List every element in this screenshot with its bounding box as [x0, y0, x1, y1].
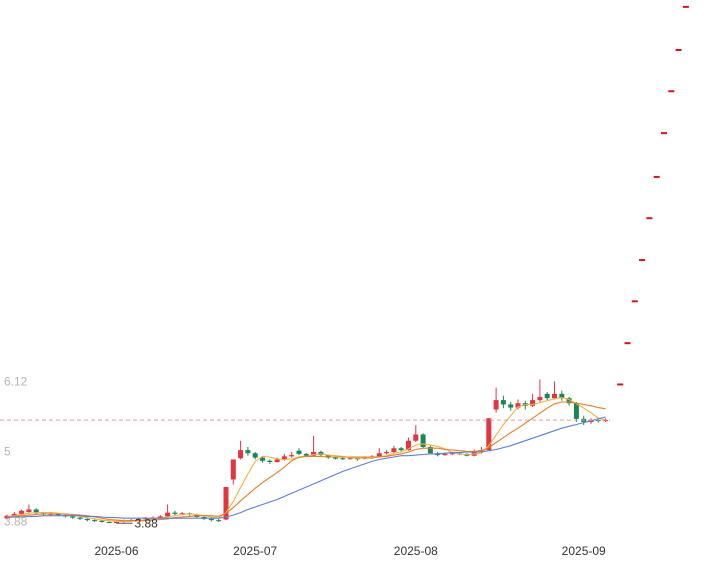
- candle-body: [11, 513, 17, 516]
- candle-body: [99, 520, 105, 522]
- candle-body: [515, 403, 521, 408]
- candle-body: [260, 457, 265, 461]
- y-tick-label: 6.12: [4, 374, 28, 388]
- candle-body: [252, 453, 258, 458]
- candle-body: [413, 434, 419, 441]
- candle-body: [238, 450, 244, 459]
- candle-body: [449, 453, 455, 455]
- candle-body: [559, 393, 565, 399]
- candle-body: [157, 516, 163, 518]
- candle-body: [106, 521, 112, 523]
- candle-body: [486, 418, 492, 451]
- candle-body: [303, 453, 309, 456]
- candle-body: [530, 400, 536, 406]
- candle-body: [427, 446, 433, 454]
- candle-body: [267, 460, 273, 462]
- candle-body: [70, 516, 76, 518]
- candle-body: [281, 456, 287, 460]
- candle-body: [289, 455, 295, 457]
- candle-body: [208, 518, 214, 521]
- candle-body: [223, 486, 229, 520]
- candle-body: [442, 453, 448, 456]
- candle-body: [398, 448, 404, 451]
- candle-body: [114, 521, 119, 523]
- candle-body: [84, 518, 90, 521]
- candle-body: [26, 509, 32, 512]
- x-tick-label: 2025-06: [94, 544, 138, 558]
- candle-body: [172, 512, 178, 514]
- x-tick-label: 2025-07: [233, 544, 277, 558]
- ma-line: [6, 401, 606, 522]
- candle-body: [230, 459, 236, 480]
- candle-body: [406, 440, 411, 451]
- candle-body: [340, 458, 346, 460]
- candle-body: [376, 453, 382, 457]
- candle-body: [216, 520, 222, 522]
- candle-body: [296, 450, 302, 454]
- candle-body: [552, 393, 557, 399]
- candle-body: [33, 509, 39, 514]
- low-label: 3.88: [135, 516, 159, 530]
- candle-body: [325, 455, 331, 458]
- candle-body: [544, 393, 550, 399]
- candle-body: [391, 448, 397, 452]
- candle-body: [179, 513, 185, 515]
- candle-body: [500, 400, 506, 405]
- candle-body: [573, 403, 579, 419]
- candle-body: [165, 512, 171, 517]
- ma-line: [6, 397, 606, 522]
- candle-body: [384, 451, 390, 454]
- candle-body: [333, 457, 338, 459]
- candle-body: [19, 510, 25, 514]
- candle-body: [566, 398, 572, 404]
- y-tick-label: 5: [4, 444, 11, 458]
- candle-body: [245, 450, 251, 454]
- candle-body: [311, 451, 317, 456]
- x-tick-label: 2025-09: [562, 544, 606, 558]
- candle-body: [274, 459, 280, 462]
- candle-body: [55, 513, 61, 516]
- candle-body: [508, 404, 514, 408]
- candle-body: [493, 400, 499, 410]
- candle-body: [135, 518, 141, 521]
- ma-line: [6, 416, 606, 519]
- x-tick-label: 2025-08: [394, 544, 438, 558]
- candle-body: [537, 396, 543, 401]
- candle-body: [347, 458, 353, 460]
- y-tick-label: 3.88: [4, 514, 28, 528]
- candle-body: [420, 434, 426, 447]
- candle-body: [92, 520, 98, 522]
- candle-body: [77, 517, 83, 519]
